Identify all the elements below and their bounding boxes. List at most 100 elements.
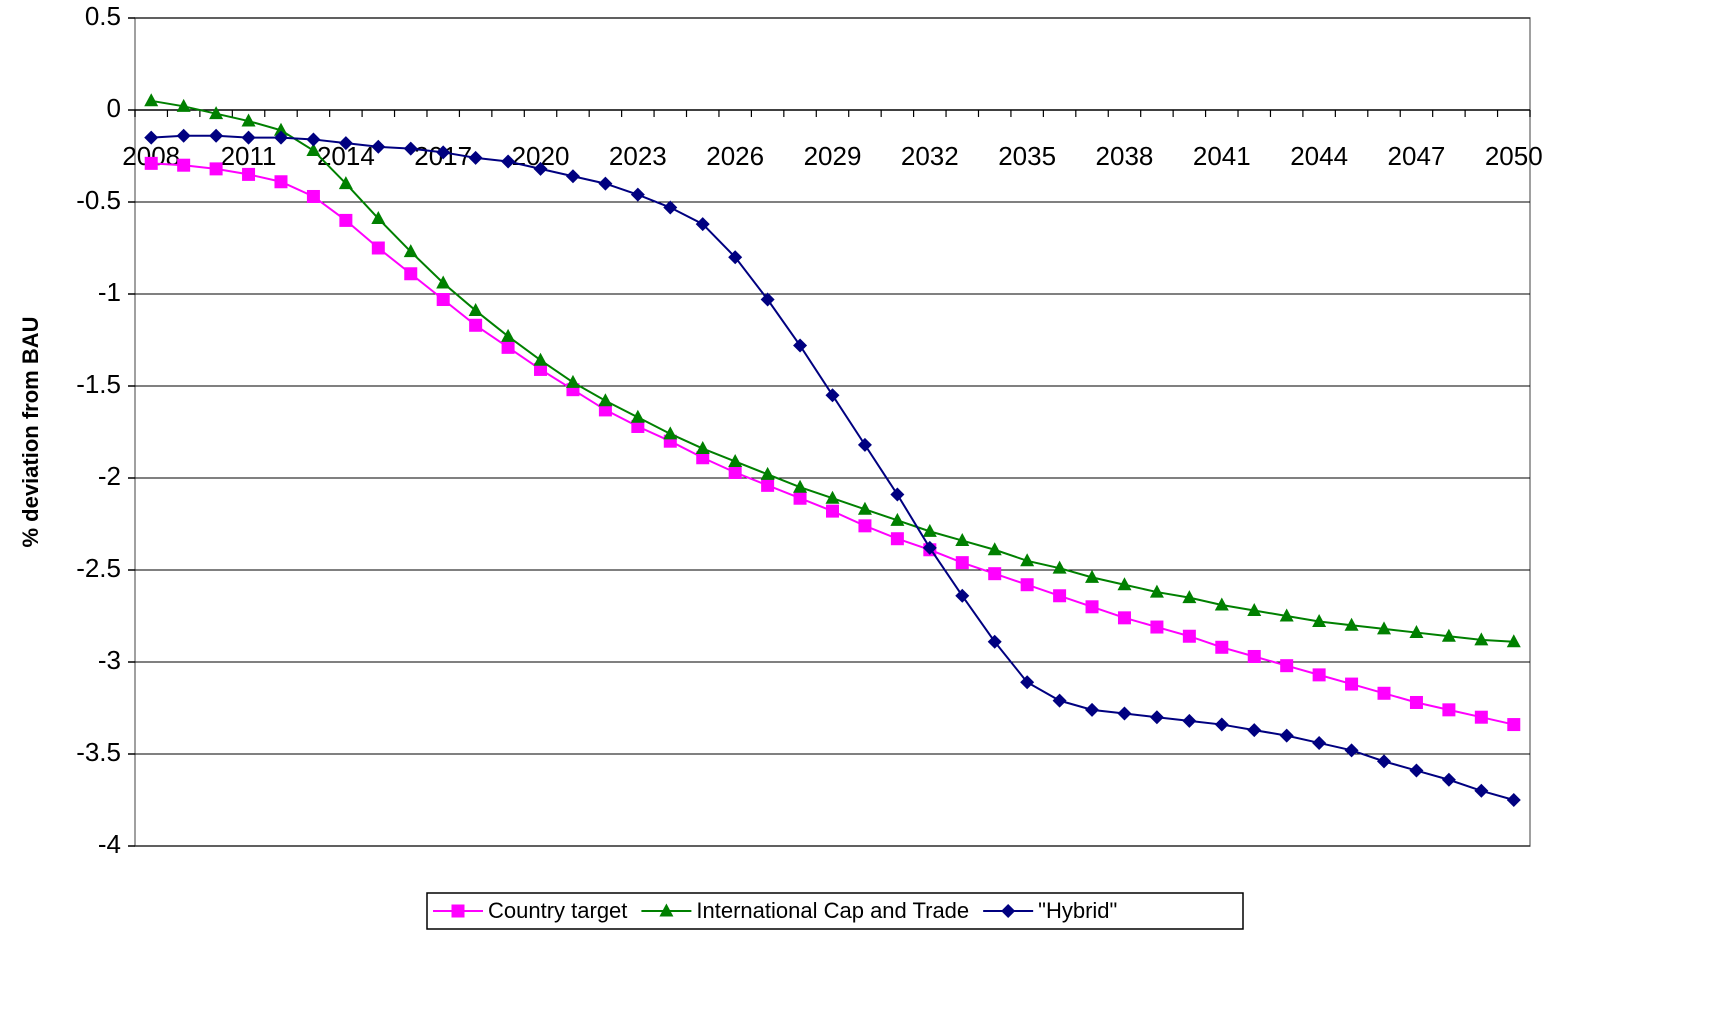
y-tick-label: -3 [98,645,121,675]
marker [728,453,743,467]
marker [1001,904,1016,918]
marker [631,419,645,433]
marker [241,113,256,127]
marker [1312,614,1327,628]
y-tick-label: -2.5 [76,553,121,583]
marker [1377,686,1391,700]
marker [988,567,1002,581]
marker [1214,717,1229,732]
marker [1345,677,1359,691]
marker [306,132,321,147]
marker [371,241,385,255]
marker [1215,640,1229,654]
marker [1442,703,1456,717]
marker [1247,723,1262,738]
marker [371,139,386,154]
marker [306,142,321,156]
x-tick-label: 2035 [998,141,1056,171]
legend-label: "Hybrid" [1038,898,1117,923]
marker [1117,577,1132,591]
marker [209,128,224,143]
marker [760,292,775,307]
marker [858,519,872,533]
marker [793,491,807,505]
legend [426,892,1244,930]
x-tick-label: 2026 [706,141,764,171]
marker [825,490,840,504]
marker [1149,584,1164,598]
marker [1182,590,1197,604]
marker [273,130,288,145]
marker [1085,600,1099,614]
marker [436,293,450,307]
marker [274,175,288,189]
marker [1117,706,1132,721]
marker [1506,634,1521,648]
x-tick-label: 2041 [1193,141,1251,171]
marker [533,161,548,176]
marker [663,426,678,440]
marker [955,556,969,570]
marker [1279,728,1294,743]
marker [1344,617,1359,631]
marker [338,136,353,151]
marker [659,903,674,917]
marker [598,176,613,191]
y-tick-label: -1 [98,277,121,307]
y-tick-label: 0 [107,93,121,123]
marker [339,213,353,227]
marker [695,217,710,232]
marker [451,904,465,918]
marker [890,487,905,502]
x-tick-label: 2044 [1290,141,1348,171]
marker [176,128,191,143]
marker [1474,783,1489,798]
marker [1149,710,1164,725]
marker [144,93,159,107]
y-tick-label: -2 [98,461,121,491]
marker [1020,675,1035,690]
marker [1020,553,1035,567]
x-tick-label: 2023 [609,141,667,171]
marker [1247,649,1261,663]
marker [436,145,451,160]
x-tick-label: 2038 [1096,141,1154,171]
marker [1085,569,1100,583]
marker [371,211,386,225]
marker [728,465,742,479]
marker [1182,629,1196,643]
marker [241,130,256,145]
marker [565,169,580,184]
marker [403,244,418,258]
marker [1053,589,1067,603]
marker [1409,763,1424,778]
marker [1150,620,1164,634]
marker [1344,743,1359,758]
marker [598,393,613,407]
marker [565,374,580,388]
marker [1085,702,1100,717]
marker [630,409,645,423]
marker [1441,772,1456,787]
marker [955,588,970,603]
series [144,128,1521,807]
marker [1052,560,1067,574]
marker [761,478,775,492]
marker [890,532,904,546]
legend-label: International Cap and Trade [696,898,969,923]
marker [177,158,191,172]
marker [209,162,223,176]
marker [144,130,159,145]
marker [695,441,710,455]
marker [338,176,353,190]
marker [663,200,678,215]
marker [955,533,970,547]
marker [534,362,548,376]
x-tick-label: 2029 [804,141,862,171]
marker [1020,578,1034,592]
marker [760,466,775,480]
x-tick-label: 2047 [1388,141,1446,171]
marker [696,451,710,465]
y-tick-label: -4 [98,829,121,859]
